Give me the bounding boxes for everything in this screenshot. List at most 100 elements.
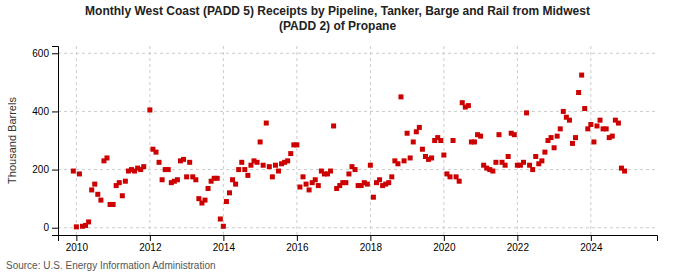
chart: Monthly West Coast (PADD 5) Receipts by …: [0, 0, 675, 275]
point: [395, 161, 400, 166]
point: [405, 131, 410, 136]
point: [331, 123, 336, 128]
point: [371, 195, 376, 200]
point: [346, 171, 351, 176]
x-tick: 2016: [286, 235, 309, 253]
point: [297, 185, 302, 190]
point: [307, 187, 312, 192]
grid-line-x: [296, 46, 297, 235]
annotation: Source: U.S. Energy Information Administ…: [6, 260, 216, 271]
title: (PADD 2) of Propane: [279, 19, 396, 33]
point: [594, 123, 599, 128]
point: [496, 132, 501, 137]
point: [147, 107, 152, 112]
point: [503, 163, 508, 168]
point: [441, 153, 446, 158]
point: [261, 163, 266, 168]
point: [175, 177, 180, 182]
title-group: Monthly West Coast (PADD 5) Receipts by …: [85, 4, 590, 33]
y-tick: 600: [32, 48, 58, 59]
point: [258, 139, 263, 144]
point: [92, 182, 97, 187]
x-tick: 2020: [433, 235, 456, 253]
point: [74, 224, 79, 229]
x-tick-mark: [591, 235, 592, 241]
grid-line-x: [223, 46, 224, 235]
point: [365, 182, 370, 187]
point: [558, 126, 563, 131]
point: [598, 118, 603, 123]
point: [123, 179, 128, 184]
point: [398, 94, 403, 99]
point: [490, 169, 495, 174]
grid: [58, 46, 657, 235]
points: [71, 73, 627, 230]
point: [230, 177, 235, 182]
y-tick-mark: [52, 111, 58, 112]
point: [521, 160, 526, 165]
x-axis-line: [59, 236, 658, 242]
point: [236, 167, 241, 172]
y-tick-mark: [52, 170, 58, 171]
point: [411, 139, 416, 144]
point: [218, 217, 223, 222]
point: [285, 158, 290, 163]
point: [533, 154, 538, 159]
point: [512, 132, 517, 137]
y-tick-mark: [52, 228, 58, 229]
point: [591, 139, 596, 144]
point: [248, 163, 253, 168]
point: [294, 142, 299, 147]
x-tick-label: 2018: [360, 242, 383, 253]
point: [506, 154, 511, 159]
point: [89, 187, 94, 192]
y-axis-title: Thousand Barrels: [6, 97, 18, 184]
x-tick: 2024: [580, 235, 603, 253]
point: [95, 192, 100, 197]
grid-line-x: [149, 46, 150, 235]
point: [86, 219, 91, 224]
point: [160, 177, 165, 182]
point: [313, 177, 318, 182]
point: [154, 150, 159, 155]
y-tick-label: 0: [43, 222, 49, 233]
point: [472, 139, 477, 144]
point: [478, 134, 483, 139]
x-tick-mark: [150, 235, 151, 241]
point: [202, 198, 207, 203]
grid-line-x: [590, 46, 591, 235]
x-tick-mark: [444, 235, 445, 241]
grid-line-x: [370, 46, 371, 235]
x-tick-label: 2012: [139, 242, 162, 253]
point: [245, 173, 250, 178]
point: [604, 126, 609, 131]
point: [417, 125, 422, 130]
point: [316, 183, 321, 188]
point: [402, 158, 407, 163]
point: [561, 109, 566, 114]
x-tick: 2010: [66, 235, 89, 253]
x-tick-label: 2022: [507, 242, 530, 253]
point: [451, 138, 456, 143]
point: [555, 134, 560, 139]
point: [255, 160, 260, 165]
point: [288, 151, 293, 156]
point: [368, 163, 373, 168]
x-tick-label: 2024: [580, 242, 603, 253]
point: [206, 186, 211, 191]
y-axis: 0200400600: [32, 47, 58, 236]
point: [71, 169, 76, 174]
y-tick-label: 200: [32, 164, 49, 175]
point: [264, 121, 269, 126]
grid-line-x: [76, 46, 77, 235]
grid-line-y: [58, 53, 657, 54]
point: [530, 167, 535, 172]
point: [588, 122, 593, 127]
point: [579, 73, 584, 78]
point: [386, 180, 391, 185]
x-tick-mark: [76, 235, 77, 241]
point: [353, 167, 358, 172]
point: [408, 155, 413, 160]
point: [447, 174, 452, 179]
x-tick-mark: [297, 235, 298, 241]
